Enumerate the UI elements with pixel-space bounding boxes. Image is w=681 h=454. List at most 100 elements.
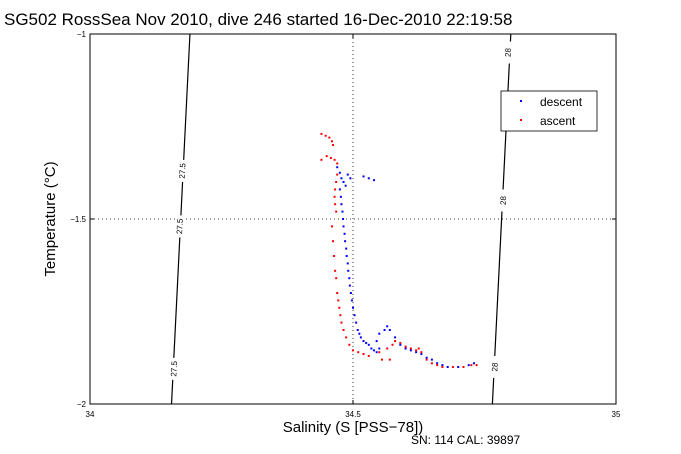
descent-point <box>342 181 345 183</box>
ascent-point <box>333 195 336 198</box>
ascent-point <box>332 240 335 243</box>
density-contour-label-bg <box>490 356 501 378</box>
descent-point <box>344 240 347 243</box>
density-contour-label-bg <box>498 189 509 212</box>
descent-point <box>348 277 351 280</box>
ascent-point <box>336 292 339 294</box>
descent-point <box>375 351 378 354</box>
ascent-point <box>336 173 339 176</box>
y-axis-label: Temperature (°C) <box>42 161 59 276</box>
ascent-point <box>348 343 351 346</box>
ascent-point <box>336 162 339 165</box>
ascent-point <box>394 340 397 343</box>
descent-point <box>394 336 397 339</box>
x-axis-label: Salinity (S [PSS−78]) <box>283 419 423 436</box>
ascent-point <box>357 351 360 354</box>
ascent-point <box>436 364 439 367</box>
descent-point <box>349 177 352 180</box>
ascent-point <box>388 358 391 361</box>
descent-point <box>342 218 345 220</box>
ascent-point <box>470 364 473 367</box>
descent-point <box>336 166 339 169</box>
legend-box <box>500 90 598 132</box>
ascent-point <box>320 132 323 135</box>
ascent-point <box>352 349 354 352</box>
descent-point <box>356 329 359 331</box>
x-tick-label: 34 <box>86 410 95 419</box>
ascent-point <box>345 336 348 339</box>
descent-point <box>375 340 378 343</box>
ascent-point <box>378 351 381 354</box>
ascent-point <box>334 188 337 191</box>
legend-ascent-marker <box>520 119 522 121</box>
ascent-point <box>330 140 333 143</box>
x-tick-label: 35 <box>612 410 621 419</box>
grid-lines <box>90 34 616 404</box>
descent-point <box>349 292 352 294</box>
legend-entry-ascent: ascent <box>520 114 576 128</box>
ascent-point <box>462 366 465 368</box>
descent-point <box>415 351 418 354</box>
descent-point <box>343 232 346 235</box>
descent-point <box>446 366 449 368</box>
ascent-point <box>334 269 337 272</box>
descent-point <box>340 177 343 180</box>
descent-point <box>457 366 460 368</box>
ascent-point <box>320 158 323 161</box>
descent-point <box>373 349 376 352</box>
descent-point <box>430 358 433 361</box>
descent-point <box>425 356 428 359</box>
density-contour-line <box>491 33 512 405</box>
descent-point <box>386 325 389 328</box>
legend: descent ascent <box>500 90 598 132</box>
descent-point <box>370 347 373 350</box>
descent-point <box>467 364 470 367</box>
legend-descent-marker <box>520 100 522 102</box>
ascent-point <box>362 353 365 356</box>
descent-point <box>338 188 341 191</box>
ascent-point <box>417 347 420 350</box>
legend-descent-label: descent <box>540 95 583 109</box>
descent-point <box>373 179 376 182</box>
descent-point <box>350 299 353 302</box>
ascent-point <box>338 306 341 309</box>
descent-point <box>378 332 381 335</box>
descent-point <box>352 306 354 309</box>
ascent-point <box>386 347 389 350</box>
descent-point <box>341 210 344 213</box>
descent-point <box>420 353 423 356</box>
descent-point <box>345 247 348 250</box>
legend-ascent-label: ascent <box>540 114 576 128</box>
ascent-point <box>475 364 478 367</box>
ascent-point <box>425 358 428 361</box>
ascent-point <box>339 314 342 317</box>
descent-point <box>358 332 361 335</box>
y-tick-label: −2 <box>77 400 87 409</box>
ascent-point <box>340 321 343 324</box>
density-contour-label: 27.5 <box>175 218 185 235</box>
ascent-point <box>409 347 412 350</box>
chart-title: SG502 RossSea Nov 2010, dive 246 started… <box>4 10 512 29</box>
ascent-point <box>335 277 338 280</box>
ascent-point <box>367 354 370 357</box>
descent-point <box>388 329 391 331</box>
density-contour-label: 28 <box>490 362 499 372</box>
legend-entry-descent: descent <box>520 95 583 109</box>
ascent-point <box>330 225 333 228</box>
density-contour-label: 28 <box>499 195 508 205</box>
ascent-point <box>380 358 383 361</box>
descent-point <box>346 173 349 176</box>
ascent-point <box>324 134 327 137</box>
density-contour-label: 28 <box>503 47 512 57</box>
descent-point <box>383 329 386 331</box>
descent-point <box>367 177 370 180</box>
descent-point <box>339 195 342 198</box>
x-tick-label: 34.5 <box>345 410 361 419</box>
descent-point <box>367 343 370 346</box>
density-contours: 27.5 27.5 27.5 28 28 28 <box>169 33 514 405</box>
descent-point <box>436 362 439 365</box>
density-contour-label-bg <box>174 215 185 238</box>
ascent-point <box>335 210 338 213</box>
ascent-point <box>333 158 336 161</box>
descent-point <box>472 362 475 365</box>
